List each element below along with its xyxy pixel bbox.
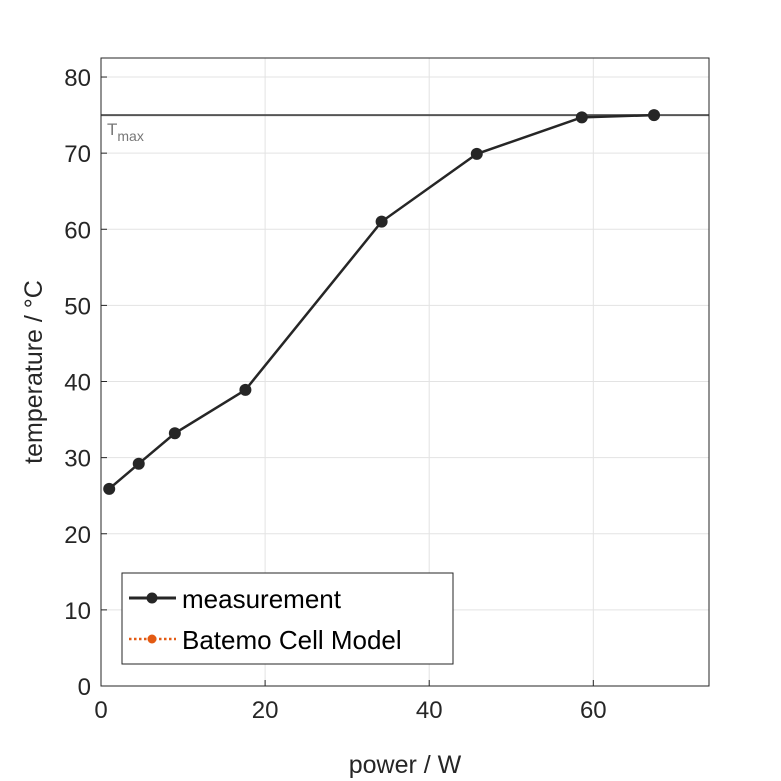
series	[103, 109, 661, 495]
series-line-0	[108, 113, 655, 490]
legend: measurement Batemo Cell Model	[121, 572, 454, 665]
x-tick-label: 0	[94, 697, 107, 724]
tmax-label: Tmax	[107, 120, 144, 144]
legend-marker-measurement	[146, 592, 158, 604]
legend-marker-model	[147, 634, 157, 644]
x-tick-label: 40	[416, 697, 443, 724]
y-tick-label: 80	[64, 65, 91, 92]
y-tick-label: 10	[64, 598, 91, 625]
legend-label-measurement: measurement	[182, 584, 342, 614]
data-point	[575, 111, 588, 124]
y-tick-label: 20	[64, 522, 91, 549]
data-point	[648, 109, 661, 122]
x-tick-label: 60	[580, 697, 607, 724]
plot-frame	[100, 57, 710, 687]
data-point	[168, 427, 181, 440]
y-tick-label: 30	[64, 446, 91, 473]
legend-label-model: Batemo Cell Model	[182, 625, 402, 655]
data-point	[103, 482, 116, 495]
x-axis-label: power / W	[349, 751, 462, 779]
y-tick-label: 70	[64, 141, 91, 168]
y-axis-label: temperature / °C	[20, 280, 48, 464]
x-tick-label: 20	[252, 697, 279, 724]
y-tick-label: 50	[64, 293, 91, 320]
ticks: 0 20 40 60 0 10 20 30 40 50 60 70 80	[64, 65, 606, 724]
data-point	[470, 147, 483, 160]
data-point	[375, 215, 388, 228]
y-tick-label: 0	[78, 674, 91, 701]
data-point	[132, 457, 145, 470]
data-point	[239, 383, 252, 396]
y-tick-label: 40	[64, 370, 91, 397]
y-tick-label: 60	[64, 217, 91, 244]
